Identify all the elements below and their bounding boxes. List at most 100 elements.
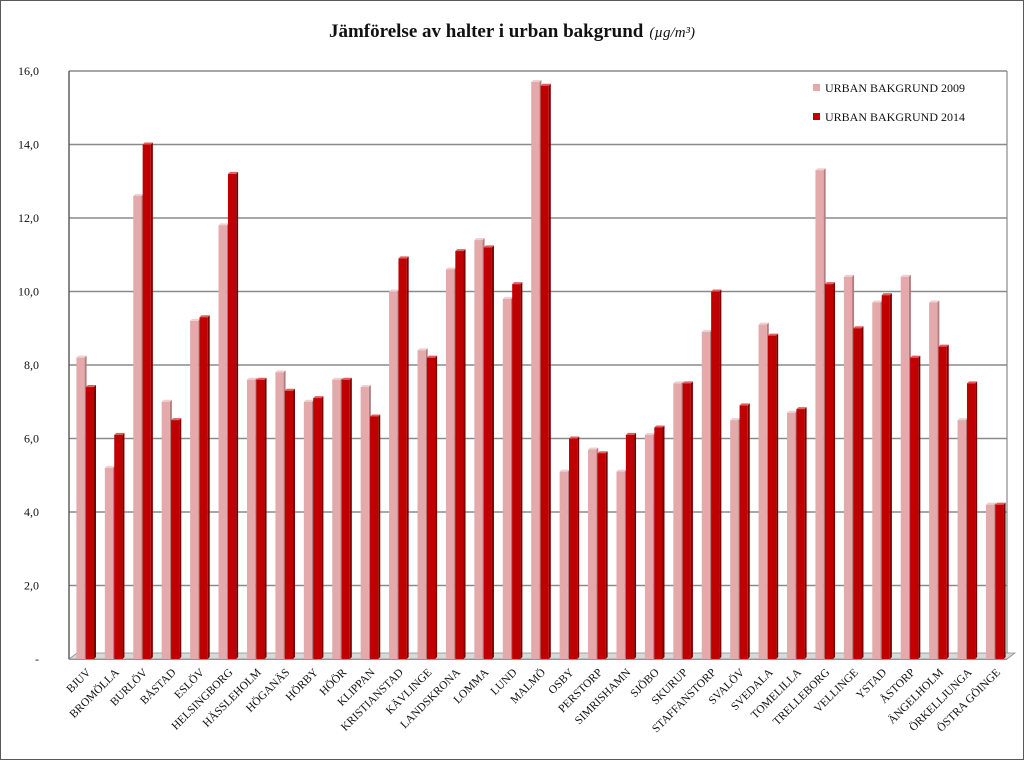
bar-top — [758, 322, 769, 325]
bar-side — [378, 414, 381, 659]
bar-top — [370, 414, 381, 417]
bar-side — [975, 381, 978, 659]
bar-top — [787, 410, 798, 413]
bar-side — [207, 315, 210, 659]
bar-2009 — [303, 401, 313, 659]
bar-top — [114, 432, 125, 435]
bar-2009 — [190, 320, 199, 659]
bar-2014 — [995, 504, 1004, 659]
bar-top — [796, 407, 807, 410]
bar-2014 — [938, 346, 947, 659]
bar-top — [199, 315, 210, 318]
bar-side — [719, 289, 722, 659]
bar-2014 — [682, 383, 691, 659]
bar-top — [569, 436, 580, 439]
bar-side — [804, 407, 807, 659]
bar-top — [616, 469, 627, 472]
bar-side — [861, 326, 864, 659]
bar-2009 — [957, 420, 966, 659]
bar-top — [445, 267, 457, 270]
bar-2014 — [881, 295, 890, 659]
bar-top — [644, 432, 656, 435]
bar-top — [398, 256, 409, 259]
bar-2009 — [275, 372, 284, 659]
bar-top — [739, 403, 750, 406]
y-tick-label: 14,0 — [18, 138, 39, 152]
bar-2014 — [370, 416, 379, 659]
bar-top — [218, 223, 229, 226]
bar-side — [833, 282, 836, 659]
bar-2014 — [597, 453, 606, 659]
bar-side — [946, 344, 949, 659]
bar-2009 — [900, 276, 909, 659]
bar-top — [985, 502, 997, 505]
bar-2014 — [426, 357, 436, 659]
legend-label: URBAN BAKGRUND 2009 — [825, 81, 965, 95]
bar-2014 — [824, 284, 834, 659]
bar-top — [133, 193, 144, 196]
bar-top — [673, 381, 684, 384]
bar-2009 — [730, 420, 739, 659]
bar-2014 — [313, 398, 322, 659]
y-tick-label: 10,0 — [18, 285, 39, 299]
bar-side — [548, 83, 551, 659]
bar-2014 — [398, 258, 407, 659]
bar-2009 — [332, 379, 341, 659]
bar-top — [957, 418, 968, 421]
bar-2009 — [161, 401, 170, 659]
bar-top — [502, 296, 513, 299]
bar-side — [435, 355, 438, 659]
bar-top — [881, 293, 892, 296]
bar-top — [171, 418, 182, 421]
bar-2009 — [616, 471, 625, 659]
bar-top — [625, 432, 637, 435]
bar-2009 — [474, 240, 483, 660]
chart-title: Jämförelse av halter i urban bakgrund — [329, 21, 644, 42]
legend-swatch — [813, 113, 820, 120]
bar-side — [634, 432, 637, 659]
bar-2014 — [540, 85, 549, 659]
bar-side — [1003, 502, 1006, 659]
bar-2009 — [929, 302, 938, 659]
bar-2009 — [701, 331, 710, 659]
y-tick-label: 16,0 — [18, 64, 39, 78]
bar-top — [227, 171, 239, 174]
bar-top — [303, 399, 315, 402]
bar-2009 — [445, 269, 455, 659]
bar-2009 — [417, 350, 426, 659]
bar-2009 — [758, 324, 767, 659]
bar-2014 — [455, 251, 464, 659]
bar-2014 — [711, 291, 720, 659]
bar-2009 — [76, 357, 85, 659]
bar-side — [150, 142, 153, 659]
x-tick-label: HÖRBY — [282, 665, 321, 704]
bar-top — [76, 355, 87, 358]
bar-top — [256, 377, 267, 380]
bar-2014 — [142, 144, 151, 659]
bar-2014 — [114, 434, 123, 659]
bar-2009 — [985, 504, 995, 659]
bar-side — [520, 282, 523, 659]
bar-2014 — [199, 317, 208, 659]
bar-top — [900, 274, 911, 277]
bar-side — [321, 396, 324, 659]
bar-2009 — [218, 225, 227, 659]
bar-2014 — [767, 335, 777, 659]
bar-top — [531, 80, 542, 83]
bar-top — [426, 355, 438, 358]
bar-top — [455, 249, 466, 252]
bar-top — [85, 385, 97, 388]
bar-top — [995, 502, 1006, 505]
bar-2009 — [360, 387, 369, 659]
bar-side — [292, 388, 295, 659]
bar-2009 — [133, 195, 142, 659]
bar-2014 — [654, 427, 663, 659]
bar-side — [889, 293, 892, 659]
bar-top — [929, 300, 940, 303]
bar-top — [767, 333, 779, 336]
bar-top — [360, 385, 371, 388]
bar-side — [264, 377, 267, 659]
bar-side — [776, 333, 779, 659]
bar-2009 — [502, 298, 511, 659]
